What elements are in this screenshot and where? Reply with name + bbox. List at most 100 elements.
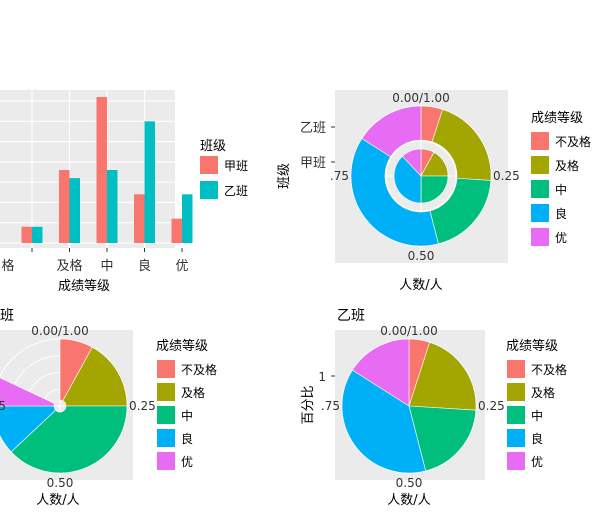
pie-yi-y-axis-title: 百分比: [301, 385, 316, 424]
bar-x-tick-label-3: 中: [100, 259, 113, 274]
pie-jia-legend-key-4: [157, 429, 175, 447]
pie-yi-x-axis-title: 人数/人: [387, 493, 430, 508]
bar-1-5: [171, 218, 182, 243]
donut-outer-slice-4: [350, 138, 439, 247]
bar-legend-key-2: [200, 181, 218, 199]
bar-legend-label-2: 乙班: [224, 184, 248, 198]
pie-yi-legend-label-1: 不及格: [531, 362, 567, 377]
pie-jia-legend-label-2: 及格: [181, 385, 205, 400]
bar-x-tick-label-4: 良: [138, 258, 151, 274]
donut-legend-key-4: [531, 204, 549, 222]
pie-jia-legend-title: 成绩等级: [156, 338, 208, 354]
pie-yi-slice-2: [408, 341, 477, 411]
pie-yi-legend-label-3: 中: [531, 408, 543, 423]
pie-jia-slice-5: [0, 377, 55, 407]
pie-yi-radial-tick-3: 0.50: [396, 476, 423, 490]
pie-yi-radial-tick-1: 0.00/1.00: [380, 324, 437, 338]
pie-jia-legend-label-1: 不及格: [181, 362, 217, 377]
bar-x-tick-label-2: 及格: [56, 258, 82, 274]
donut-inner-slice-3: [420, 175, 449, 204]
pie-jia-radial-tick-1: 0.00/1.00: [31, 324, 88, 338]
pie-jia-legend-label-4: 良: [181, 431, 193, 446]
donut-marks: [350, 105, 492, 247]
pie-yi-slice-5: [352, 338, 410, 407]
bar-2-3: [107, 170, 118, 243]
bar-x-tick-label-5: 优: [175, 259, 188, 274]
bar-1-4: [134, 194, 145, 243]
bar-2-5: [182, 194, 193, 243]
bar-x-axis-title: 成绩等级: [58, 278, 110, 294]
bar-x-tick-label-1: 格: [1, 258, 14, 274]
donut-legend-key-3: [531, 180, 549, 198]
donut-y-tick-label-1: 乙班: [300, 121, 326, 136]
pie-jia-radial-ticks: 0.00/1.00 0.25 0.50 5: [0, 324, 156, 490]
pie-jia-radial-tick-2: 0.25: [129, 399, 156, 413]
pie-yi-legend-label-4: 良: [531, 431, 543, 446]
donut-outer-slice-5: [361, 105, 422, 158]
pie-yi-radial-ticks: 0.00/1.00 0.25 0.50 .75: [321, 324, 505, 490]
bar-x-ticks: 格 及格 中 良 优: [1, 248, 189, 274]
donut-inner-slice-5: [402, 148, 422, 177]
bar-marks: [21, 97, 193, 243]
bar-2-2: [69, 178, 80, 243]
pie-yi-legend-key-3: [507, 406, 525, 424]
bar-legend-title: 班级: [200, 139, 226, 154]
donut-y-tick-label-2: 甲班: [300, 156, 326, 171]
pie-yi-legend-key-5: [507, 452, 525, 470]
pie-yi-legend-key-2: [507, 383, 525, 401]
bar-1-2: [59, 170, 70, 243]
pie-jia-x-axis-title: 人数/人: [36, 493, 79, 508]
pie-jia-slice-2: [62, 346, 128, 407]
pie-jia-legend-key-2: [157, 383, 175, 401]
bar-2-4: [144, 121, 155, 243]
donut-legend-key-5: [531, 228, 549, 246]
pie-yi-marks: [341, 338, 477, 474]
pie-yi-y-ticks: 1: [318, 370, 335, 384]
pie-yi-y-tick-label-1: 1: [318, 370, 326, 384]
pie-jia-radial-tick-4: 5: [0, 399, 6, 413]
pie-yi-legend-label-5: 优: [531, 455, 543, 469]
pie-jia-legend-key-5: [157, 452, 175, 470]
pie-jia-radial-tick-3: 0.50: [47, 476, 74, 490]
donut-y-axis-title: 班级: [277, 163, 292, 189]
bar-legend-label-1: 甲班: [224, 159, 248, 173]
pie-yi-legend-title: 成绩等级: [506, 338, 558, 354]
donut-legend-label-1: 不及格: [555, 134, 591, 149]
pie-yi-legend-key-1: [507, 360, 525, 378]
pie-yi-title: 乙班: [337, 308, 365, 324]
pie-jia-legend-label-3: 中: [181, 408, 193, 423]
pie-jia-legend-key-3: [157, 406, 175, 424]
pie-jia-marks: [0, 338, 128, 474]
pie-yi-legend-key-4: [507, 429, 525, 447]
donut-legend-title: 成绩等级: [531, 110, 583, 126]
pie-yi-radial-tick-4: .75: [321, 399, 340, 413]
donut-radial-ticks: 0.00/1.00 0.25 0.50 .75: [330, 91, 520, 263]
pie-yi-legend-label-2: 及格: [531, 385, 555, 400]
donut-legend-label-5: 优: [555, 231, 567, 245]
donut-legend-key-2: [531, 156, 549, 174]
donut-radial-tick-2: 0.25: [493, 169, 520, 183]
donut-inner-slice-4: [393, 155, 422, 204]
pie-yi-slice-3: [408, 405, 477, 472]
bar-2-1: [32, 226, 43, 243]
pie-yi-chart: 乙班 0.00/1.00 0.25 0.50 .75 1 人数/人 百分比 成绩等级 …: [301, 308, 567, 508]
donut-legend-label-4: 良: [555, 206, 567, 221]
pie-jia-slice-3: [10, 405, 128, 474]
pie-jia-legend-key-1: [157, 360, 175, 378]
pie-yi-slice-4: [341, 369, 427, 474]
donut-radial-tick-4: .75: [330, 169, 349, 183]
donut-radial-tick-1: 0.00/1.00: [392, 91, 449, 105]
bar-1-3: [96, 97, 107, 243]
